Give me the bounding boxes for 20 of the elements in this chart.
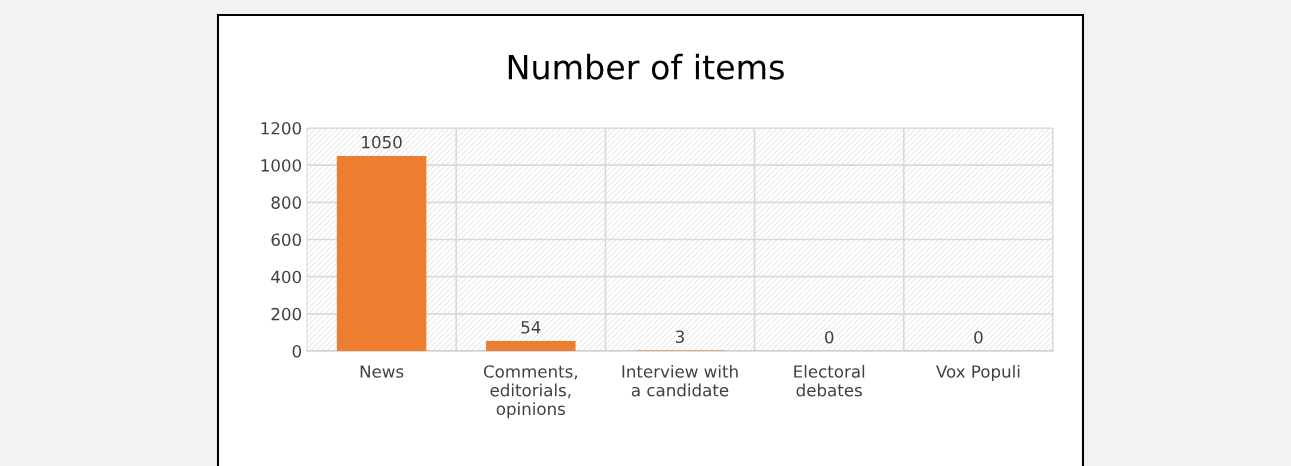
y-tick-label: 400 bbox=[271, 270, 302, 284]
y-tick-label: 1200 bbox=[261, 121, 302, 135]
x-tick-label: Comments, editorials, opinions bbox=[483, 365, 577, 419]
y-tick-label: 600 bbox=[271, 233, 302, 247]
data-label: 3 bbox=[675, 330, 684, 344]
chart-title: Number of items bbox=[508, 53, 784, 80]
y-tick-label: 800 bbox=[271, 196, 302, 209]
data-label: 54 bbox=[521, 321, 541, 334]
data-label: 0 bbox=[825, 331, 834, 344]
x-tick-label: News bbox=[360, 365, 404, 378]
y-tick-label: 0 bbox=[292, 344, 302, 358]
x-tick-label: Vox Populi bbox=[936, 364, 1020, 382]
data-label: 0 bbox=[974, 331, 983, 344]
x-tick-label: Electoral debates bbox=[794, 364, 865, 397]
bar bbox=[486, 340, 576, 351]
bar bbox=[336, 155, 427, 351]
x-tick-label: Interview with a candidate bbox=[622, 364, 738, 397]
y-tick-label: 200 bbox=[271, 307, 302, 321]
y-tick-label: 1000 bbox=[261, 159, 302, 172]
data-label: 1050 bbox=[362, 135, 402, 149]
